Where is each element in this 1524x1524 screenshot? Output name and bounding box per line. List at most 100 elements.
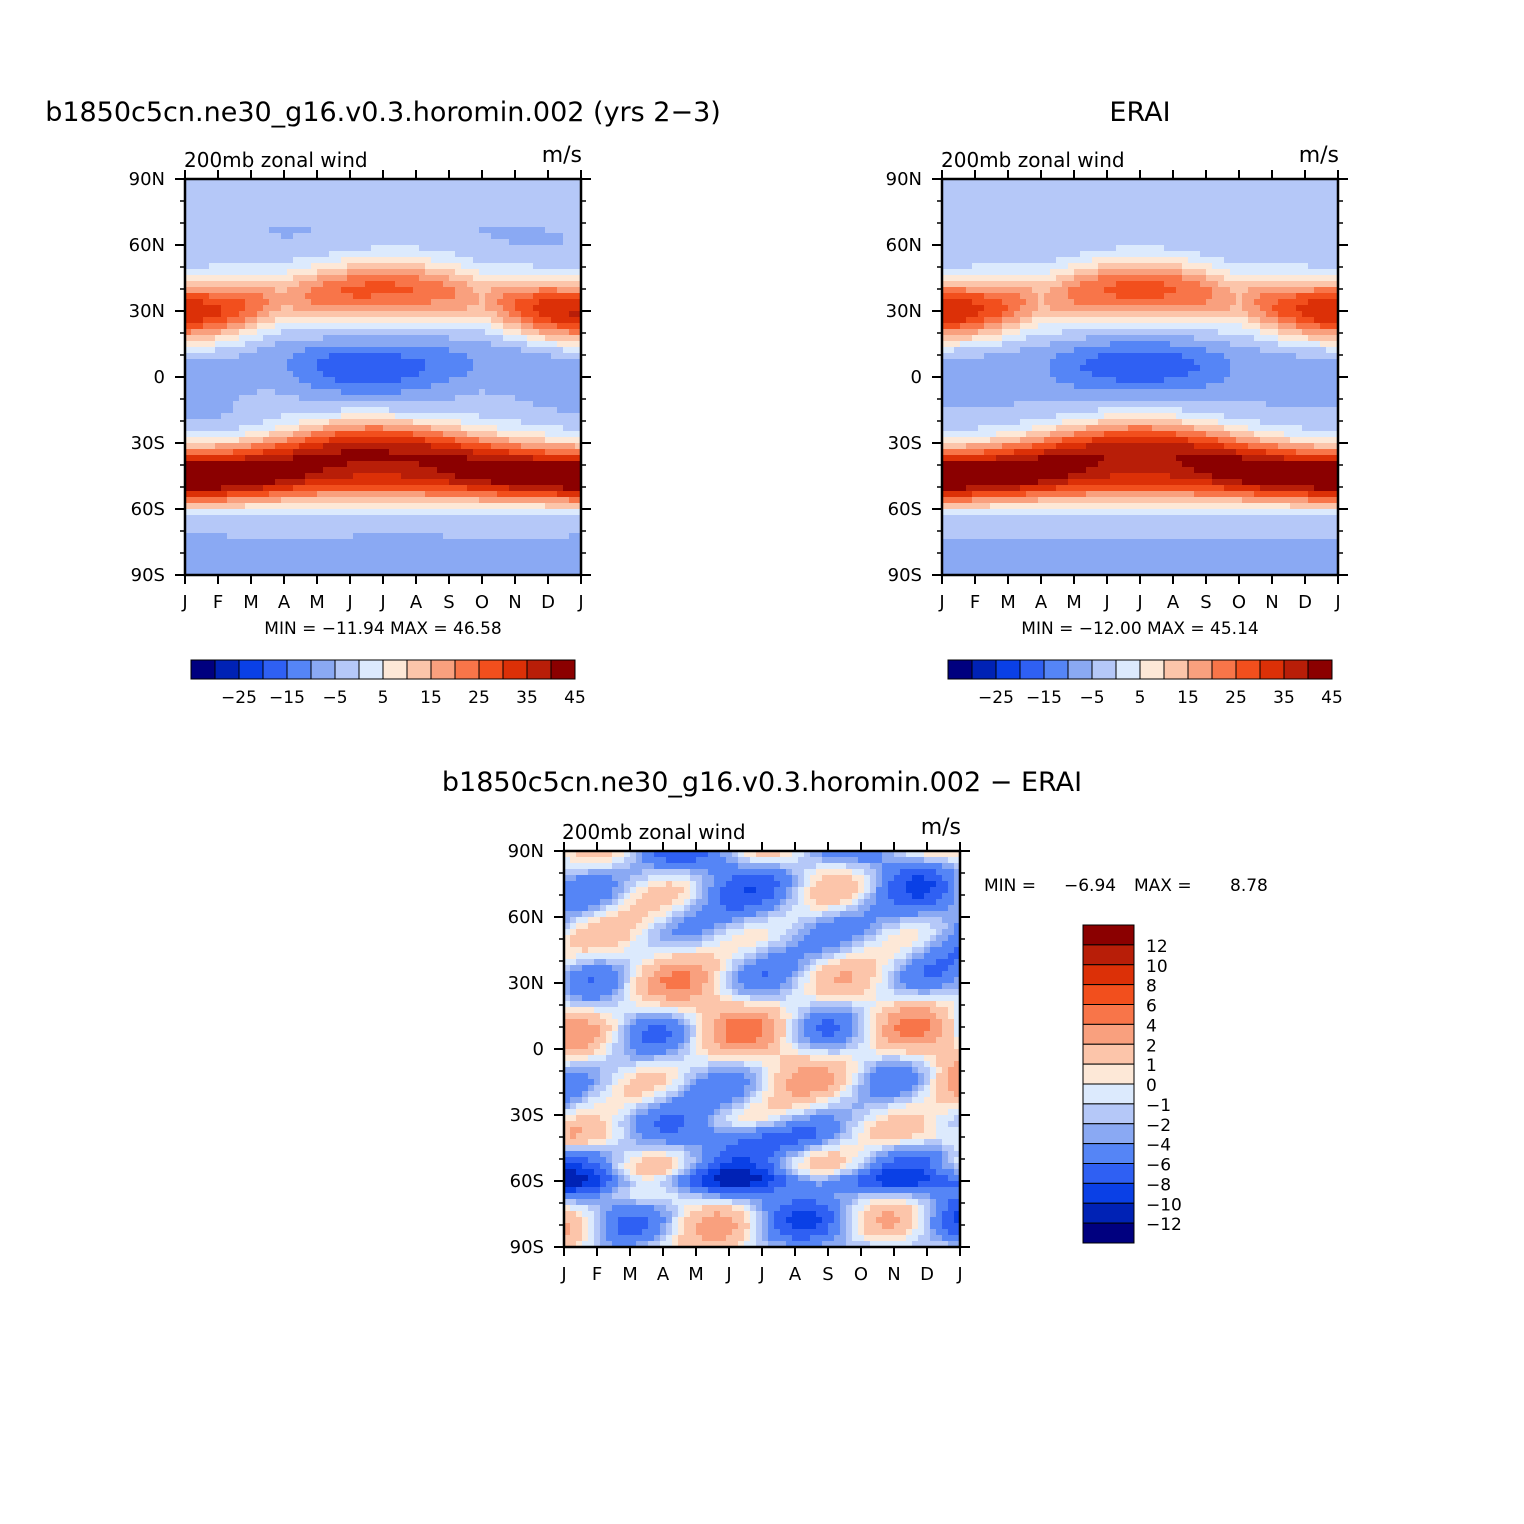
- contour-cell: [473, 389, 480, 396]
- contour-cell: [395, 257, 402, 264]
- contour-cell: [185, 419, 192, 426]
- contour-cell: [239, 329, 246, 336]
- contour-cell: [557, 509, 564, 516]
- contour-cell: [281, 335, 288, 342]
- contour-cell: [473, 509, 480, 516]
- contour-cell: [335, 461, 342, 468]
- contour-cell: [413, 233, 420, 240]
- contour-cell: [485, 233, 492, 240]
- contour-cell: [563, 293, 570, 300]
- contour-cell: [425, 455, 432, 462]
- contour-cell: [293, 431, 300, 438]
- contour-cell: [251, 191, 258, 198]
- contour-cell: [557, 371, 564, 378]
- contour-cell: [575, 497, 582, 504]
- contour-cell: [215, 455, 222, 462]
- contour-cell: [323, 311, 330, 318]
- contour-cell: [431, 269, 438, 276]
- contour-cell: [317, 479, 324, 486]
- contour-cell: [377, 407, 384, 414]
- contour-cell: [984, 185, 991, 192]
- contour-cell: [275, 239, 282, 246]
- contour-cell: [479, 515, 486, 522]
- contour-cell: [287, 287, 294, 294]
- contour-cell: [509, 557, 516, 564]
- contour-cell: [203, 491, 210, 498]
- contour-cell: [353, 479, 360, 486]
- contour-cell: [239, 359, 246, 366]
- contour-cell: [972, 203, 979, 210]
- contour-cell: [1230, 221, 1237, 228]
- contour-cell: [1038, 179, 1045, 186]
- contour-cell: [269, 329, 276, 336]
- contour-cell: [215, 527, 222, 534]
- contour-cell: [335, 419, 342, 426]
- contour-cell: [407, 431, 414, 438]
- contour-cell: [245, 539, 252, 546]
- contour-cell: [449, 203, 456, 210]
- contour-cell: [281, 443, 288, 450]
- contour-cell: [1254, 185, 1261, 192]
- contour-cell: [359, 245, 366, 252]
- contour-cell: [515, 185, 522, 192]
- contour-cell: [527, 425, 534, 432]
- contour-cell: [239, 395, 246, 402]
- contour-cell: [1170, 191, 1177, 198]
- contour-cell: [437, 179, 444, 186]
- contour-cell: [197, 377, 204, 384]
- contour-cell: [197, 299, 204, 306]
- contour-cell: [311, 281, 318, 288]
- contour-cell: [443, 203, 450, 210]
- contour-cell: [347, 533, 354, 540]
- contour-cell: [437, 509, 444, 516]
- contour-cell: [329, 563, 336, 570]
- contour-cell: [545, 215, 552, 222]
- contour-cell: [545, 437, 552, 444]
- contour-cell: [942, 179, 949, 186]
- contour-cell: [509, 431, 516, 438]
- contour-cell: [527, 455, 534, 462]
- contour-cell: [347, 323, 354, 330]
- contour-cell: [347, 233, 354, 240]
- contour-cell: [467, 335, 474, 342]
- contour-cell: [1188, 179, 1195, 186]
- contour-cell: [515, 521, 522, 528]
- contour-cell: [251, 545, 258, 552]
- contour-cell: [293, 257, 300, 264]
- contour-cell: [359, 437, 366, 444]
- contour-cell: [425, 251, 432, 258]
- contour-cell: [551, 527, 558, 534]
- contour-cell: [233, 473, 240, 480]
- contour-cell: [383, 563, 390, 570]
- contour-cell: [449, 437, 456, 444]
- contour-cell: [341, 401, 348, 408]
- contour-cell: [533, 227, 540, 234]
- contour-cell: [215, 275, 222, 282]
- contour-cell: [497, 209, 504, 216]
- contour-cell: [1272, 197, 1279, 204]
- contour-cell: [341, 515, 348, 522]
- contour-cell: [269, 185, 276, 192]
- contour-cell: [551, 539, 558, 546]
- contour-cell: [293, 335, 300, 342]
- contour-cell: [389, 179, 396, 186]
- contour-cell: [395, 479, 402, 486]
- contour-cell: [1098, 209, 1105, 216]
- contour-cell: [359, 545, 366, 552]
- contour-cell: [497, 239, 504, 246]
- contour-cell: [353, 329, 360, 336]
- contour-cell: [209, 419, 216, 426]
- contour-cell: [467, 377, 474, 384]
- contour-cell: [299, 209, 306, 216]
- contour-cell: [251, 245, 258, 252]
- contour-cell: [233, 401, 240, 408]
- contour-cell: [539, 527, 546, 534]
- contour-cell: [203, 185, 210, 192]
- contour-cell: [479, 191, 486, 198]
- contour-cell: [1290, 197, 1297, 204]
- contour-cell: [323, 563, 330, 570]
- contour-cell: [515, 275, 522, 282]
- contour-cell: [251, 347, 258, 354]
- contour-cell: [425, 311, 432, 318]
- contour-cell: [209, 185, 216, 192]
